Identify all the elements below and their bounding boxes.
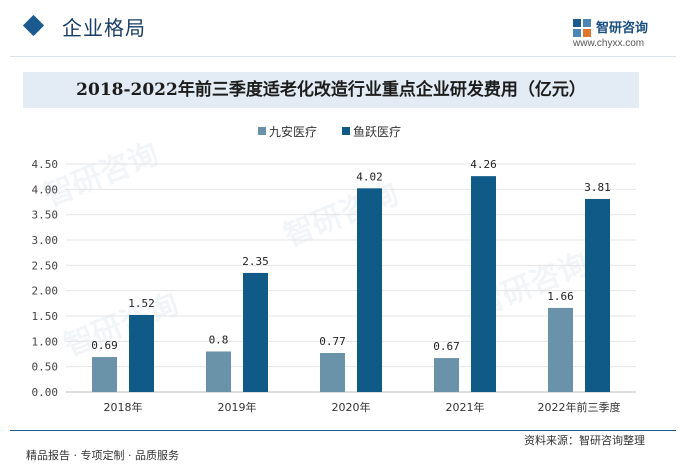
data-label: 3.81: [584, 181, 611, 194]
logo-icon: [573, 19, 591, 37]
legend-label: 九安医疗: [269, 124, 317, 139]
x-tick-label: 2020年: [332, 400, 371, 414]
y-tick-label: 2.00: [32, 285, 59, 298]
x-tick-label: 2022年前三季度: [538, 400, 621, 414]
y-tick-label: 0.00: [32, 386, 59, 399]
data-label: 0.69: [91, 339, 118, 352]
y-tick-label: 4.50: [32, 158, 59, 171]
y-tick-label: 4.00: [32, 183, 59, 196]
data-label: 1.52: [128, 297, 155, 310]
data-label: 0.77: [319, 335, 346, 348]
section-title: 企业格局: [62, 16, 146, 40]
footer-divider: [10, 430, 676, 431]
data-label: 4.26: [470, 158, 497, 171]
y-tick-label: 3.50: [32, 209, 59, 222]
y-tick-label: 3.00: [32, 234, 59, 247]
logo-name: 智研咨询: [596, 21, 649, 36]
bar-yuyue: [243, 272, 268, 392]
legend-swatch: [342, 127, 350, 135]
data-label: 1.66: [547, 290, 574, 303]
bar-jiuan: [434, 358, 459, 392]
legend-label: 鱼跃医疗: [353, 125, 401, 139]
bar-yuyue: [585, 198, 610, 392]
bar-jiuan: [206, 351, 231, 392]
bar-yuyue: [129, 314, 154, 392]
title-band: [23, 72, 639, 108]
legend-swatch: [258, 127, 266, 135]
x-tick-label: 2019年: [218, 400, 257, 414]
bar-jiuan: [92, 357, 117, 392]
bar-yuyue: [357, 188, 382, 392]
header-divider: [10, 56, 676, 57]
y-tick-label: 0.50: [32, 361, 59, 374]
footer-tagline: 精品报告 · 专项定制 · 品质服务: [26, 449, 179, 462]
y-tick-label: 1.00: [32, 335, 59, 348]
x-tick-label: 2018年: [104, 400, 143, 414]
y-tick-label: 1.50: [32, 310, 59, 323]
chart-title: 2018-2022年前三季度适老化改造行业重点企业研发费用（亿元）: [76, 80, 586, 100]
source-note: 资料来源：智研咨询整理: [524, 434, 645, 447]
header: 企业格局 智研咨询 www.chyxx.com: [0, 0, 686, 56]
data-label: 2.35: [242, 255, 269, 268]
bar-yuyue: [471, 176, 496, 392]
data-label: 0.67: [433, 340, 460, 353]
x-tick-label: 2021年: [446, 400, 485, 414]
data-label: 4.02: [356, 170, 383, 183]
logo-url: www.chyxx.com: [573, 38, 645, 49]
data-label: 0.8: [209, 333, 229, 346]
bar-jiuan: [548, 307, 573, 392]
y-tick-label: 2.50: [32, 259, 59, 272]
bar-jiuan: [320, 352, 345, 392]
